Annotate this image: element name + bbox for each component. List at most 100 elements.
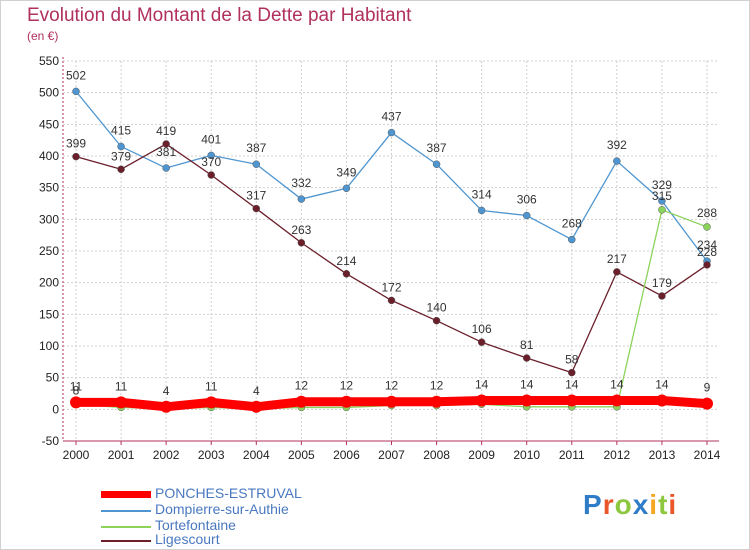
data-point	[295, 395, 308, 408]
logo-letter: o	[614, 489, 633, 520]
data-label: 314	[472, 187, 492, 201]
data-point	[205, 396, 218, 409]
data-point	[162, 140, 170, 148]
data-label: 172	[381, 280, 401, 294]
data-label: 4	[253, 384, 260, 398]
data-label: 217	[607, 252, 627, 266]
data-label: 288	[697, 206, 717, 220]
data-label: 234	[697, 238, 717, 252]
y-tick-label: 100	[39, 339, 59, 353]
data-point	[701, 397, 713, 410]
data-point	[430, 395, 443, 408]
data-point	[475, 394, 488, 407]
data-label: 437	[381, 110, 401, 124]
logo-letter: t	[658, 489, 669, 520]
legend-swatch-dompierre-sur-authie	[101, 510, 151, 512]
legend-swatch-ponches-estruval	[101, 491, 151, 498]
data-point	[655, 394, 668, 407]
chart-subtitle: (en €)	[27, 29, 59, 43]
data-label: 214	[336, 254, 356, 268]
data-label: 387	[246, 141, 266, 155]
data-point	[520, 394, 533, 407]
data-point	[432, 160, 441, 168]
data-point	[568, 235, 576, 244]
data-label: 317	[246, 189, 266, 203]
data-point	[477, 338, 486, 346]
data-point	[252, 160, 261, 168]
data-point	[522, 211, 531, 220]
proxiti-logo: Proxiti	[583, 489, 677, 521]
data-label: 387	[427, 141, 447, 155]
x-tick-label: 2011	[559, 448, 585, 462]
legend-label: Dompierre-sur-Authie	[155, 501, 289, 517]
data-label: 14	[655, 377, 669, 391]
data-point	[207, 151, 215, 160]
x-tick-label: 2008	[423, 448, 450, 462]
data-label: 12	[385, 379, 399, 393]
data-point	[297, 239, 306, 247]
x-tick-label: 2001	[108, 448, 135, 462]
y-tick-label: 200	[39, 276, 59, 290]
y-tick-label: 450	[39, 117, 59, 131]
data-label: 14	[520, 377, 534, 391]
data-point	[565, 394, 578, 407]
data-label: 399	[66, 137, 86, 151]
data-point	[610, 394, 623, 407]
legend-label: PONCHES-ESTRUVAL	[155, 485, 302, 501]
y-tick-label: 250	[39, 244, 59, 258]
data-label: 315	[652, 189, 672, 203]
data-point	[252, 204, 261, 213]
legend-swatch-ligescourt	[101, 540, 151, 542]
data-point	[477, 206, 486, 215]
data-point	[387, 296, 396, 305]
data-label: 179	[652, 276, 672, 290]
y-tick-label: 150	[39, 307, 59, 321]
data-point	[72, 152, 80, 161]
x-tick-label: 2013	[649, 448, 676, 462]
data-label: 415	[111, 124, 131, 138]
data-label: 4	[163, 384, 170, 398]
data-label: 12	[430, 379, 444, 393]
legend-label: Tortefontaine	[155, 517, 236, 533]
data-label: 381	[156, 145, 176, 159]
data-label: 332	[291, 176, 311, 190]
data-point	[658, 292, 666, 300]
y-tick-label: 400	[39, 149, 59, 163]
data-label: 58	[565, 353, 579, 367]
data-point	[385, 395, 398, 408]
data-point	[297, 195, 306, 203]
x-tick-label: 2010	[513, 448, 540, 462]
data-label: 11	[205, 379, 218, 393]
data-point	[162, 164, 170, 172]
x-tick-label: 2006	[333, 448, 360, 462]
data-label: 349	[336, 165, 356, 179]
x-tick-label: 2004	[243, 448, 270, 462]
data-point	[70, 396, 82, 409]
data-label: 392	[607, 138, 627, 152]
y-tick-label: 300	[39, 212, 59, 226]
data-label: 12	[340, 379, 354, 393]
data-point	[703, 223, 711, 231]
data-point	[432, 316, 441, 325]
data-label: 106	[472, 322, 492, 336]
data-label: 14	[565, 377, 579, 391]
data-point	[522, 354, 531, 362]
data-label: 419	[156, 124, 176, 138]
y-tick-label: 500	[39, 86, 59, 100]
data-label: 263	[291, 223, 311, 237]
y-tick-label: 550	[39, 54, 59, 68]
legend-label: Ligescourt	[155, 531, 220, 547]
data-label: 12	[295, 379, 309, 393]
data-label: 401	[201, 132, 221, 146]
logo-letter: i	[649, 489, 659, 520]
data-point	[342, 270, 351, 278]
x-tick-label: 2005	[288, 448, 315, 462]
data-label: 268	[562, 217, 582, 231]
data-point	[387, 128, 396, 137]
y-tick-label: 0	[52, 402, 59, 416]
data-label: 14	[475, 377, 489, 391]
data-label: 306	[517, 193, 537, 207]
data-point	[115, 396, 128, 409]
data-point	[658, 206, 666, 214]
